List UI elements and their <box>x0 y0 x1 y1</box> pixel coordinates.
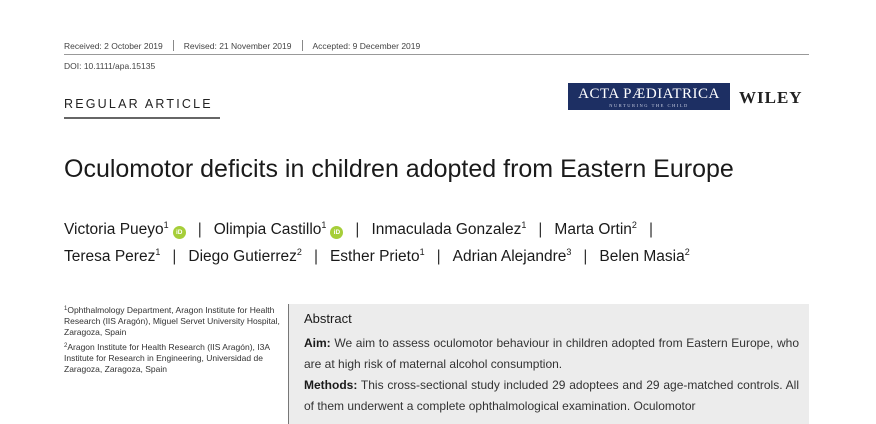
author[interactable]: Teresa Perez1 <box>64 247 161 266</box>
journal-name: ACTA PÆDIATRICA <box>578 86 720 102</box>
author[interactable]: Esther Prieto1 <box>329 247 425 266</box>
abstract-panel <box>288 304 809 424</box>
orcid-icon[interactable]: iD <box>172 226 186 239</box>
methods-label: Methods: <box>304 378 358 392</box>
article-type: REGULAR ARTICLE <box>64 97 213 111</box>
submission-dates: Received: 2 October 2019 Revised: 21 Nov… <box>64 40 420 51</box>
journal-logo: ACTA PÆDIATRICA NURTURING THE CHILD <box>568 83 730 110</box>
methods-text: This cross-sectional study included 29 a… <box>304 378 799 413</box>
author[interactable]: Marta Ortin2 <box>554 220 637 239</box>
divider <box>301 40 303 51</box>
accepted-date: Accepted: 9 December 2019 <box>312 40 421 51</box>
orcid-icon[interactable]: iD <box>330 226 344 239</box>
aim-label: Aim: <box>304 336 331 350</box>
abstract-heading: Abstract <box>304 311 352 326</box>
affiliation-item: 2Aragon Institute for Health Research (I… <box>64 342 270 374</box>
affiliations: 1Ophthalmology Department, Aragon Instit… <box>64 305 284 379</box>
doi: DOI: 10.1111/apa.15135 <box>64 61 156 71</box>
publisher-logo: WILEY <box>739 88 803 107</box>
revised-date: Revised: 21 November 2019 <box>183 40 292 51</box>
author-list: Victoria Pueyo1iD | Olimpia Castillo1iD | In… <box>64 220 690 266</box>
abstract-body: Aim: We aim to assess oculomotor behavio… <box>304 333 799 417</box>
affiliation-item: 1Ophthalmology Department, Aragon Instit… <box>64 305 280 337</box>
received-date: Received: 2 October 2019 <box>64 40 163 51</box>
author[interactable]: Adrian Alejandre3 <box>452 247 572 266</box>
author[interactable]: Belen Masia2 <box>599 247 690 266</box>
author[interactable]: Inmaculada Gonzalez1 <box>371 220 527 239</box>
journal-tagline: NURTURING THE CHILD <box>609 103 689 108</box>
article-type-underline <box>64 117 220 119</box>
author[interactable]: Olimpia Castillo1iD <box>214 221 344 239</box>
header-rule <box>64 54 809 55</box>
aim-text: We aim to assess oculomotor behaviour in… <box>304 336 799 371</box>
author[interactable]: Diego Gutierrez2 <box>188 247 302 266</box>
author[interactable]: Victoria Pueyo1iD <box>64 221 186 239</box>
divider <box>172 40 174 51</box>
article-title: Oculomotor deficits in children adopted … <box>64 155 734 183</box>
